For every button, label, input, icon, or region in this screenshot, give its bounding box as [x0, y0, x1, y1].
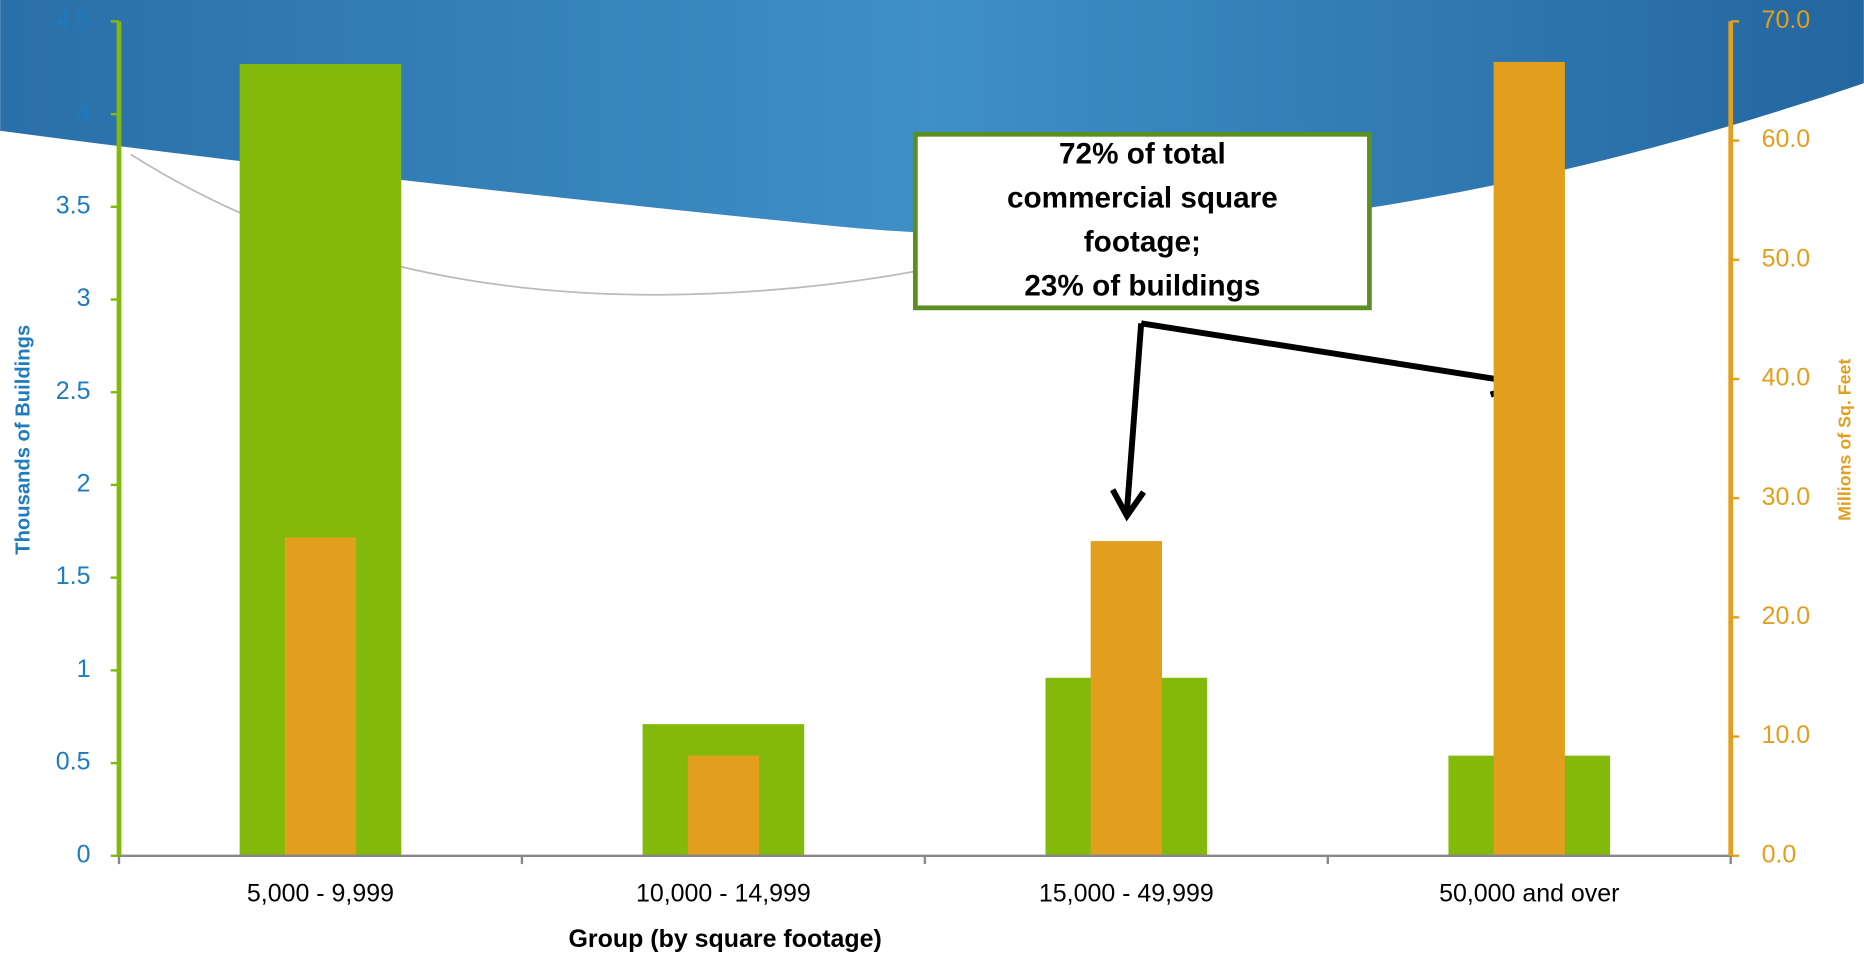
y-tick-label: 1 — [77, 655, 91, 683]
y-tick-label: 0 — [77, 840, 91, 868]
y2-tick-label: 40.0 — [1762, 364, 1811, 392]
bar — [1493, 61, 1565, 856]
y-tick-label: 3 — [77, 284, 91, 312]
y-tick-label: 2 — [77, 470, 91, 498]
y-tick-label: 3.5 — [56, 191, 91, 219]
y-tick-label: 4 — [77, 99, 91, 127]
x-axis-title: Group (by square footage) — [569, 925, 882, 953]
bar — [284, 537, 357, 856]
y2-tick-label: 30.0 — [1762, 483, 1811, 511]
y-tick-label: 4.5 — [56, 6, 91, 34]
y-tick-label: 2.5 — [56, 377, 91, 405]
annotation: 23% of buildings — [1024, 269, 1260, 302]
annotation: footage; — [1084, 226, 1201, 259]
annotation: commercial square — [1007, 182, 1278, 215]
y2-axis-title: Millions of Sq. Feet — [1835, 359, 1855, 521]
y-tick-label: 0.5 — [56, 748, 91, 776]
x-tick-label: 10,000 - 14,999 — [636, 880, 811, 908]
header-band — [0, 0, 1864, 236]
y2-tick-label: 10.0 — [1762, 721, 1811, 749]
y2-tick-label: 50.0 — [1762, 244, 1811, 272]
bar — [687, 755, 760, 856]
x-tick-label: 15,000 - 49,999 — [1039, 880, 1214, 908]
x-tick-label: 5,000 - 9,999 — [247, 880, 394, 908]
y2-tick-label: 70.0 — [1762, 6, 1811, 34]
annotation: 72% of total — [1059, 138, 1226, 171]
arrow — [1140, 320, 1520, 386]
y-axis-title: Thousands of Buildings — [12, 325, 34, 555]
annotation-box — [912, 131, 1372, 311]
y2-tick-label: 0.0 — [1762, 840, 1797, 868]
bar — [1090, 541, 1162, 856]
y-tick-label: 1.5 — [56, 562, 91, 590]
y2-tick-label: 20.0 — [1762, 602, 1811, 630]
y2-tick-label: 60.0 — [1762, 125, 1811, 153]
x-tick-label: 50,000 and over — [1439, 880, 1619, 908]
arrow-head — [1110, 488, 1147, 522]
arrow — [1123, 323, 1145, 512]
